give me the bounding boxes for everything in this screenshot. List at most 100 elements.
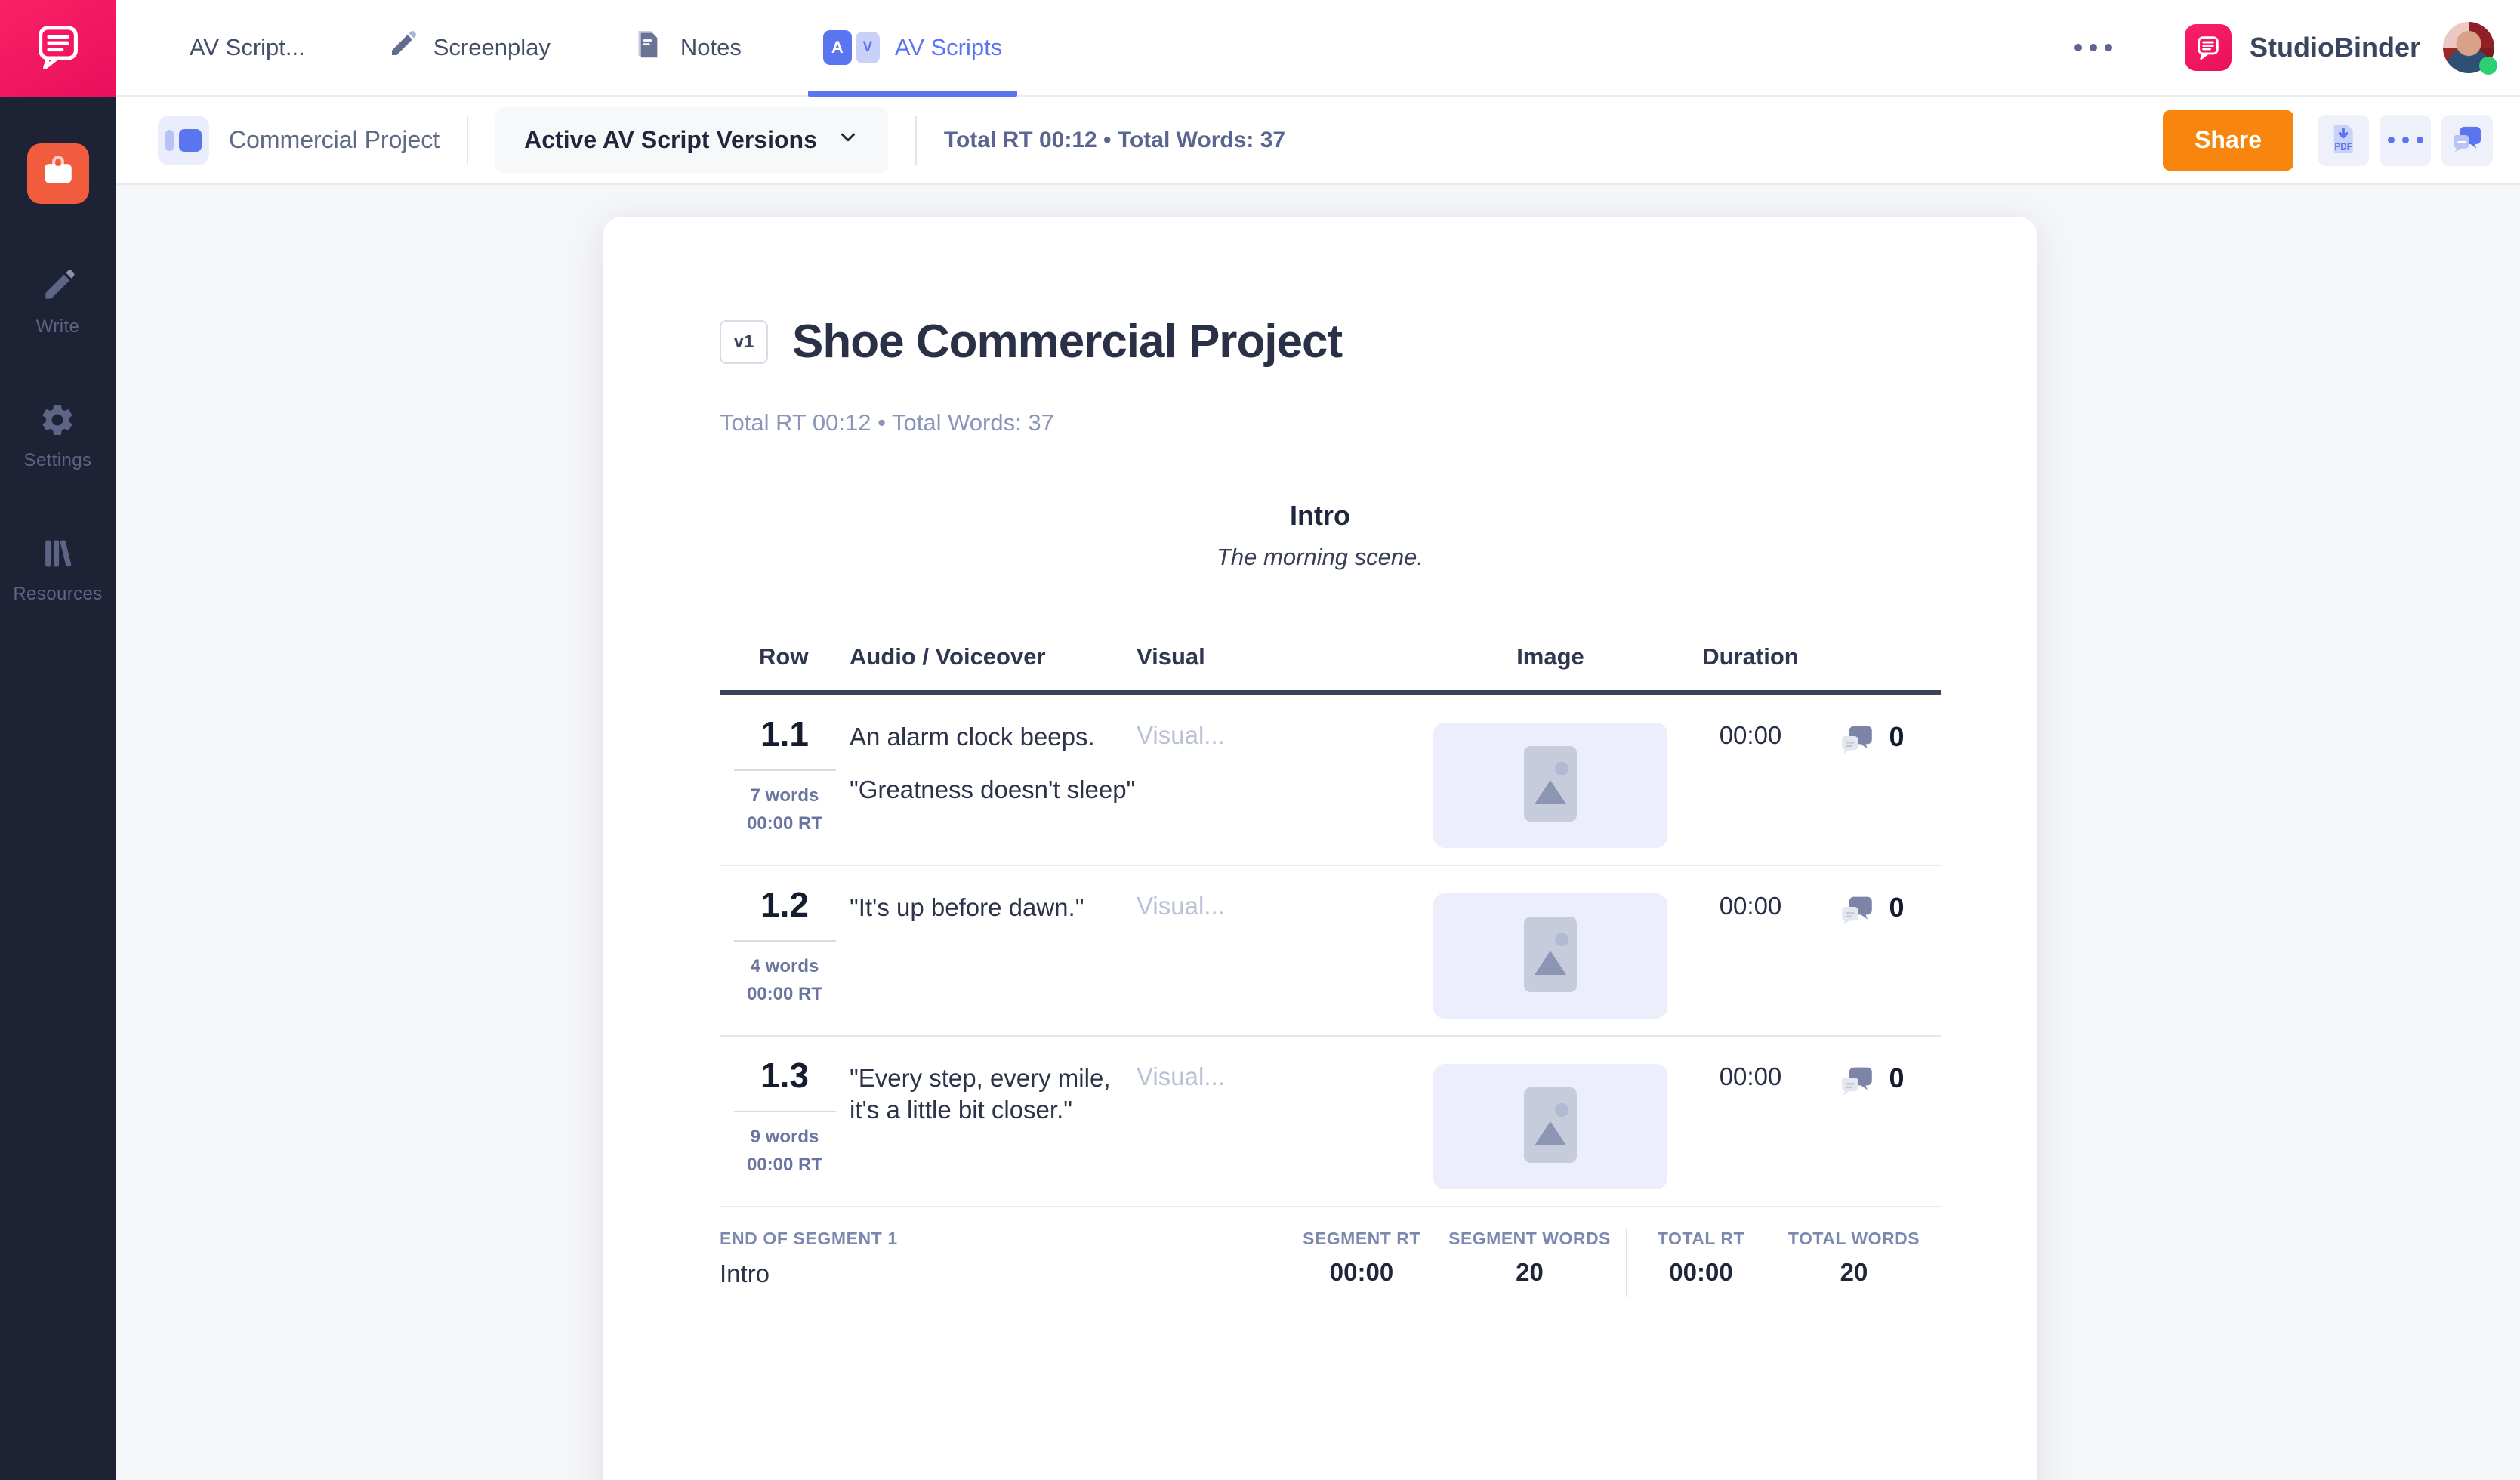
duration-value: 00:00 — [1720, 721, 1782, 749]
segment-name: Intro — [720, 1260, 898, 1288]
comment-count: 0 — [1889, 1062, 1904, 1094]
divider — [915, 116, 917, 165]
comments-cell[interactable]: 0 — [1800, 1037, 1941, 1206]
row-number[interactable]: 1.1 — [720, 714, 850, 754]
script-toolbar: Commercial Project Active AV Script Vers… — [116, 97, 2520, 185]
top-navigation-bar: AV Script... Screenplay — [116, 0, 2520, 97]
sidebar-item-resources[interactable]: Resources — [13, 535, 102, 605]
visual-cell[interactable]: Visual... — [1137, 1037, 1399, 1206]
image-upload-placeholder[interactable] — [1433, 723, 1667, 848]
column-header-image: Image — [1399, 643, 1701, 671]
audio-line[interactable]: "Every step, every mile, it's a little b… — [850, 1062, 1137, 1126]
audio-line[interactable]: "It's up before dawn." — [850, 892, 1137, 923]
av-script-table: Row Audio / Voiceover Visual Image Durat… — [720, 643, 1941, 1297]
comments-cell[interactable]: 0 — [1800, 695, 1941, 865]
row-number-cell: 1.1 7 words 00:00 RT — [720, 695, 850, 865]
sidebar-item-settings[interactable]: Settings — [24, 401, 92, 471]
image-upload-placeholder[interactable] — [1433, 1064, 1667, 1189]
version-badge[interactable]: v1 — [720, 320, 768, 364]
audio-voiceover-cell[interactable]: An alarm clock beeps. "Greatness doesn't … — [850, 695, 1137, 865]
studiobinder-brand-icon — [2185, 24, 2232, 71]
table-header: Row Audio / Voiceover Visual Image Durat… — [720, 643, 1941, 695]
table-row: 1.3 9 words 00:00 RT "Every step, every … — [720, 1037, 1941, 1207]
row-word-count: 7 words — [720, 782, 850, 809]
more-actions-button[interactable] — [2380, 115, 2431, 166]
stat-label: TOTAL RT — [1635, 1229, 1767, 1249]
document-totals: Total RT 00:12 • Total Words: 37 — [720, 409, 1920, 436]
more-options-icon[interactable] — [2074, 44, 2112, 51]
document-title-row: v1 Shoe Commercial Project — [720, 315, 1920, 368]
audio-line[interactable]: "Greatness doesn't sleep" — [850, 774, 1137, 806]
document-icon — [632, 27, 665, 68]
script-rows: 1.1 7 words 00:00 RT An alarm clock beep… — [720, 695, 1941, 1207]
tab-label: AV Script... — [190, 34, 305, 61]
topbar-right: StudioBinder — [2074, 0, 2520, 95]
user-avatar[interactable] — [2443, 22, 2494, 73]
row-number[interactable]: 1.2 — [720, 884, 850, 925]
studiobinder-logo[interactable] — [0, 0, 116, 97]
sidebar-item-label: Write — [36, 316, 80, 338]
share-button[interactable]: Share — [2163, 110, 2293, 171]
duration-cell[interactable]: 00:00 — [1701, 695, 1800, 865]
version-dropdown[interactable]: Active AV Script Versions — [495, 107, 888, 174]
visual-placeholder: Visual... — [1137, 1062, 1225, 1090]
column-header-duration: Duration — [1701, 643, 1800, 671]
tab-label: AV Scripts — [895, 34, 1002, 61]
tab-av-script-document[interactable]: AV Script... — [185, 0, 310, 95]
comment-bubbles-icon — [1836, 1062, 1878, 1104]
image-upload-placeholder[interactable] — [1433, 893, 1667, 1019]
segment-description[interactable]: The morning scene. — [720, 544, 1920, 571]
tab-label: Screenplay — [433, 34, 551, 61]
column-header-audio: Audio / Voiceover — [850, 643, 1137, 671]
duration-cell[interactable]: 00:00 — [1701, 866, 1800, 1035]
stat-label: SEGMENT RT — [1282, 1229, 1441, 1249]
tab-label: Notes — [680, 34, 742, 61]
visual-placeholder: Visual... — [1137, 721, 1225, 749]
project-name[interactable]: Commercial Project — [229, 126, 440, 154]
project-briefcase-button[interactable] — [27, 143, 89, 204]
stat-value: 20 — [1767, 1258, 1941, 1287]
project-layout-icon[interactable] — [158, 116, 209, 165]
image-placeholder-icon — [1522, 914, 1579, 998]
audio-voiceover-cell[interactable]: "Every step, every mile, it's a little b… — [850, 1037, 1137, 1206]
table-row: 1.2 4 words 00:00 RT "It's up before daw… — [720, 866, 1941, 1037]
comment-count: 0 — [1889, 721, 1904, 753]
sidebar-item-label: Resources — [13, 584, 102, 605]
segment-stats: SEGMENT RT 00:00 SEGMENT WORDS 20 TOTAL … — [1282, 1229, 1941, 1297]
comments-cell[interactable]: 0 — [1800, 866, 1941, 1035]
document-title[interactable]: Shoe Commercial Project — [792, 315, 1342, 368]
tab-av-scripts[interactable]: AV AV Scripts — [819, 0, 1007, 95]
books-icon — [39, 535, 76, 576]
pencil-icon — [387, 29, 418, 66]
visual-cell[interactable]: Visual... — [1137, 866, 1399, 1035]
column-header-row: Row — [720, 643, 850, 671]
av-scripts-icon: AV — [823, 30, 880, 65]
sidebar-item-label: Settings — [24, 450, 92, 471]
audio-voiceover-cell[interactable]: "It's up before dawn." — [850, 866, 1137, 1035]
duration-cell[interactable]: 00:00 — [1701, 1037, 1800, 1206]
av-script-document: v1 Shoe Commercial Project Total RT 00:1… — [603, 217, 2037, 1480]
tab-screenplay[interactable]: Screenplay — [382, 0, 555, 95]
row-number[interactable]: 1.3 — [720, 1055, 850, 1096]
tab-notes[interactable]: Notes — [628, 0, 746, 95]
totals-summary: Total RT 00:12 • Total Words: 37 — [944, 128, 1285, 153]
audio-line[interactable]: An alarm clock beeps. — [850, 721, 1137, 753]
visual-cell[interactable]: Visual... — [1137, 695, 1399, 865]
duration-value: 00:00 — [1720, 892, 1782, 920]
segment-heading[interactable]: Intro — [720, 500, 1920, 532]
briefcase-icon — [39, 153, 78, 196]
segment-stat: TOTAL WORDS 20 — [1767, 1229, 1941, 1287]
export-pdf-button[interactable]: PDF — [2318, 115, 2369, 166]
divider — [734, 769, 836, 771]
workspace: v1 Shoe Commercial Project Total RT 00:1… — [116, 185, 2520, 1480]
stat-value: 00:00 — [1635, 1258, 1767, 1287]
comment-count: 0 — [1889, 892, 1904, 923]
speech-bubble-logo-icon — [31, 20, 85, 78]
divider — [734, 1111, 836, 1112]
comments-panel-button[interactable] — [2441, 115, 2493, 166]
ellipsis-icon — [2388, 137, 2423, 143]
segment-end-block: END OF SEGMENT 1 Intro — [720, 1229, 898, 1288]
stat-label: SEGMENT WORDS — [1441, 1229, 1618, 1249]
sidebar-item-write[interactable]: Write — [36, 267, 80, 338]
version-dropdown-label: Active AV Script Versions — [524, 126, 817, 154]
